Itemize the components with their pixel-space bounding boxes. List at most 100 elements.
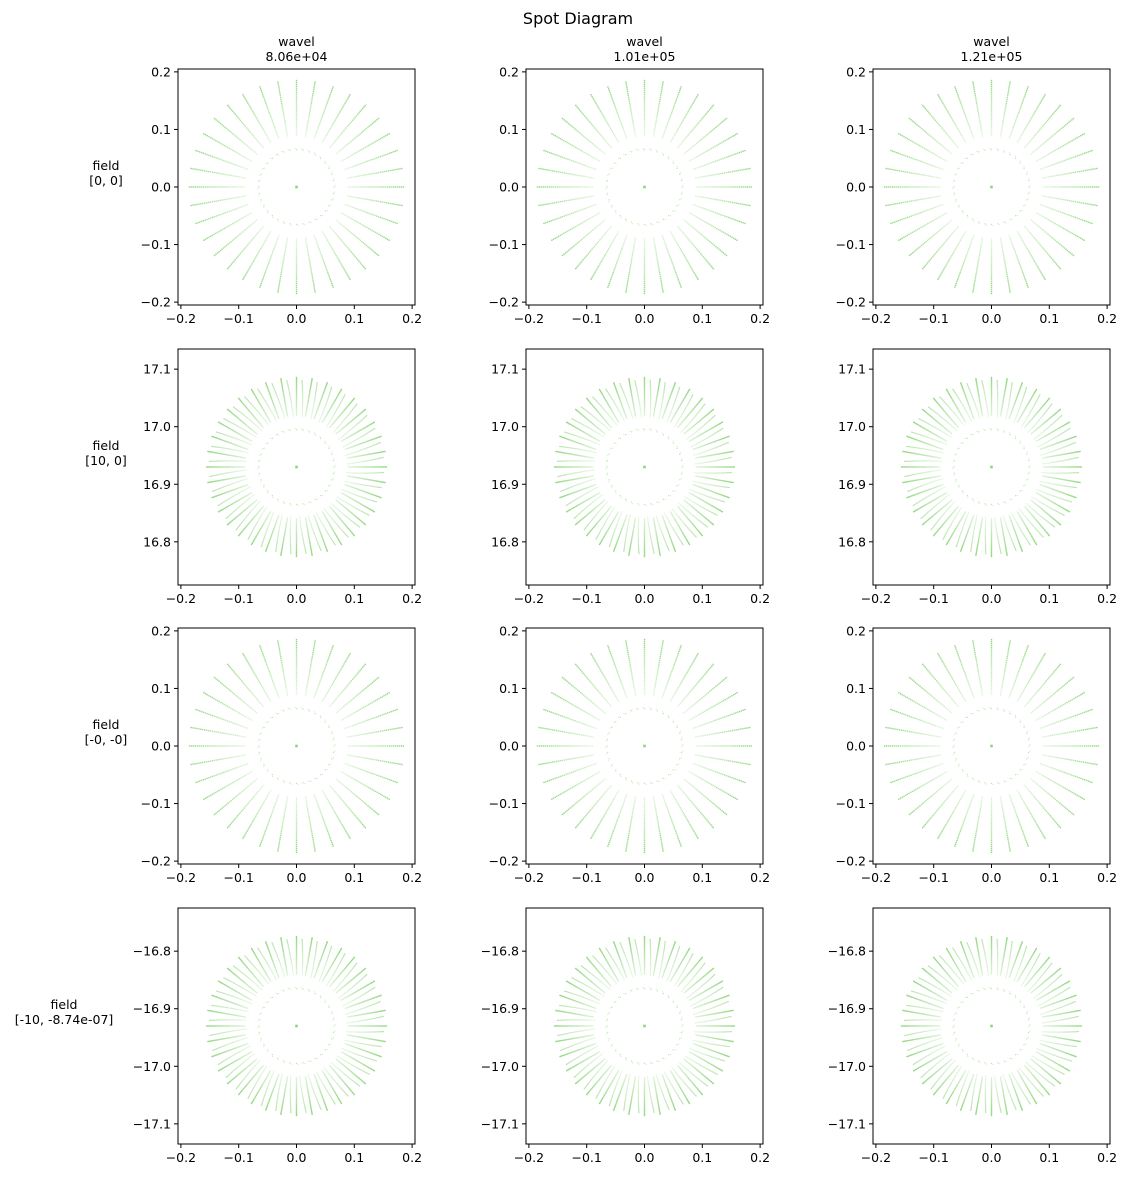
spot-point xyxy=(670,111,673,114)
spot-point xyxy=(990,85,993,88)
spot-point xyxy=(1063,212,1066,215)
spot-point xyxy=(332,249,334,252)
spot-point xyxy=(939,275,941,277)
spot-point xyxy=(576,242,579,244)
spot-point xyxy=(271,398,273,401)
spot-point xyxy=(593,228,595,230)
spot-point xyxy=(240,412,242,414)
spot-point xyxy=(576,161,578,164)
spot-point xyxy=(257,400,260,402)
spot-point xyxy=(337,416,340,418)
spot-point xyxy=(306,125,308,128)
spot-point xyxy=(192,186,195,188)
spot-point xyxy=(283,501,285,503)
spot-point xyxy=(377,186,379,188)
spot-point xyxy=(1071,119,1073,121)
spot-point xyxy=(944,159,946,161)
spot-point xyxy=(241,479,244,481)
spot-point xyxy=(374,466,377,468)
spot-point xyxy=(706,197,709,199)
spot-point xyxy=(1024,95,1026,97)
spot-point xyxy=(990,257,993,260)
spot-points xyxy=(188,79,405,295)
spot-point xyxy=(224,186,226,188)
spot-point xyxy=(277,535,279,537)
spot-point xyxy=(643,267,646,269)
spot-point xyxy=(252,150,255,152)
spot-point xyxy=(360,174,362,177)
spot-point xyxy=(231,132,234,135)
spot-point xyxy=(582,113,585,116)
spot-point xyxy=(1072,216,1075,218)
spot-point xyxy=(675,273,678,275)
spot-point xyxy=(1006,94,1009,97)
spot-point xyxy=(267,264,269,266)
spot-point xyxy=(901,218,903,221)
row-label: field xyxy=(93,158,120,173)
spot-point xyxy=(385,218,387,221)
spot-point xyxy=(391,169,393,171)
spot-point xyxy=(1068,250,1070,253)
spot-point xyxy=(606,186,608,188)
spot-point xyxy=(1097,186,1100,188)
spot-point xyxy=(712,225,715,228)
spot-point xyxy=(251,389,253,392)
spot-point xyxy=(973,283,975,285)
spot-point xyxy=(279,523,281,525)
spot-point xyxy=(226,523,229,526)
spot-point xyxy=(215,157,217,159)
spot-point xyxy=(600,222,603,224)
spot-point xyxy=(956,244,959,247)
spot-point xyxy=(565,200,567,202)
spot-point xyxy=(660,279,662,282)
spot-point xyxy=(250,212,253,214)
spot-point xyxy=(657,266,660,268)
spot-point xyxy=(578,210,580,212)
spot-point xyxy=(1025,91,1027,94)
spot-point xyxy=(374,172,376,174)
spot-point xyxy=(226,434,228,436)
spot-point xyxy=(352,196,355,198)
spot-point xyxy=(218,250,220,253)
spot-point xyxy=(964,157,966,159)
spot-point xyxy=(885,167,887,170)
spot-point xyxy=(280,102,283,104)
spot-point xyxy=(378,436,381,438)
spot-point xyxy=(211,201,214,203)
spot-point xyxy=(593,245,596,247)
spot-point xyxy=(1061,160,1064,162)
spot-point xyxy=(349,421,351,424)
spot-point xyxy=(1069,140,1072,143)
spot-point xyxy=(1021,269,1023,272)
spot-point xyxy=(219,494,221,496)
spot-point xyxy=(963,232,966,235)
spot-point xyxy=(314,413,317,416)
spot-point xyxy=(232,448,234,451)
spot-point xyxy=(610,243,613,245)
spot-point xyxy=(359,413,361,415)
spot-point xyxy=(242,217,244,219)
spot-point xyxy=(295,87,298,90)
spot-point xyxy=(587,206,589,209)
spot-point xyxy=(543,149,545,152)
spot-point xyxy=(688,239,690,241)
spot-point xyxy=(341,147,344,150)
spot-point xyxy=(1078,186,1080,188)
spot-point xyxy=(240,504,242,506)
spot-point xyxy=(345,245,348,247)
spot-point xyxy=(676,243,679,245)
spot-point xyxy=(272,414,274,416)
spot-point xyxy=(1048,254,1050,256)
spot-point xyxy=(587,252,590,255)
spot-point xyxy=(978,221,980,223)
spot-point xyxy=(724,139,726,142)
spot-point xyxy=(347,457,349,459)
spot-point xyxy=(555,201,558,204)
spot-point xyxy=(934,186,937,188)
spot-point xyxy=(295,394,298,396)
spot-point xyxy=(245,228,247,230)
spot-point xyxy=(621,247,623,250)
spot-point xyxy=(361,223,363,226)
spot-point xyxy=(957,95,959,97)
spot-point xyxy=(326,399,329,401)
